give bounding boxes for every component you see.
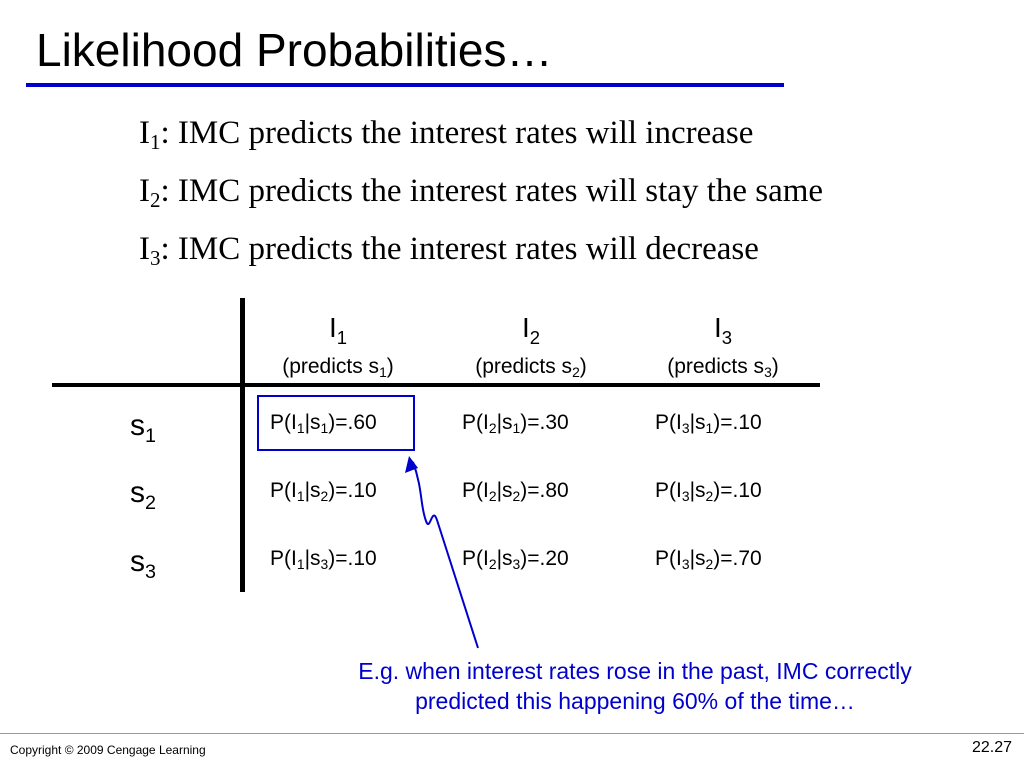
table-cell: P(I3|s2)=.70 — [655, 547, 762, 572]
slide-number: 22.27 — [971, 739, 1012, 756]
callout-arrowhead — [405, 456, 418, 473]
footer-divider — [0, 733, 1024, 734]
definition-i3: I3: IMC predicts the interest rates will… — [139, 231, 759, 270]
table-cell: P(I3|s2)=.10 — [655, 479, 762, 504]
slide-title: Likelihood Probabilities… — [36, 24, 553, 76]
table-cell: P(I2|s2)=.80 — [462, 479, 569, 504]
row-label-s1: s1 — [130, 409, 157, 447]
table-cell: P(I2|s1)=.30 — [462, 411, 569, 436]
callout-arrow-line — [412, 461, 479, 649]
column-note-i3: (predicts s3) — [667, 355, 779, 380]
table-vertical-divider — [240, 298, 245, 592]
callout-line-1: E.g. when interest rates rose in the pas… — [358, 658, 912, 684]
table-cell: P(I1|s3)=.10 — [270, 547, 377, 572]
callout-line-2: predicted this happening 60% of the time… — [415, 688, 855, 714]
table-cell: P(I2|s3)=.20 — [462, 547, 569, 572]
column-header-i3: I3 — [713, 312, 733, 348]
row-label-s2: s2 — [130, 476, 157, 514]
row-label-s3: s3 — [130, 545, 157, 583]
table-cell: P(I1|s2)=.10 — [270, 479, 377, 504]
column-note-i2: (predicts s2) — [475, 355, 587, 380]
column-header-i1: I1 — [328, 312, 348, 348]
title-underline — [26, 83, 784, 87]
copyright-text: Copyright © 2009 Cengage Learning — [10, 743, 206, 757]
definition-i2: I2: IMC predicts the interest rates will… — [139, 173, 824, 212]
table-header-divider — [52, 383, 820, 387]
column-note-i1: (predicts s1) — [282, 355, 394, 380]
definition-i1: I1: IMC predicts the interest rates will… — [139, 115, 754, 154]
table-cell: P(I1|s1)=.60 — [270, 411, 377, 436]
table-cell: P(I3|s1)=.10 — [655, 411, 762, 436]
column-header-i2: I2 — [521, 312, 541, 348]
callout-text: E.g. when interest rates rose in the pas… — [300, 656, 970, 716]
highlight-box — [257, 395, 415, 451]
